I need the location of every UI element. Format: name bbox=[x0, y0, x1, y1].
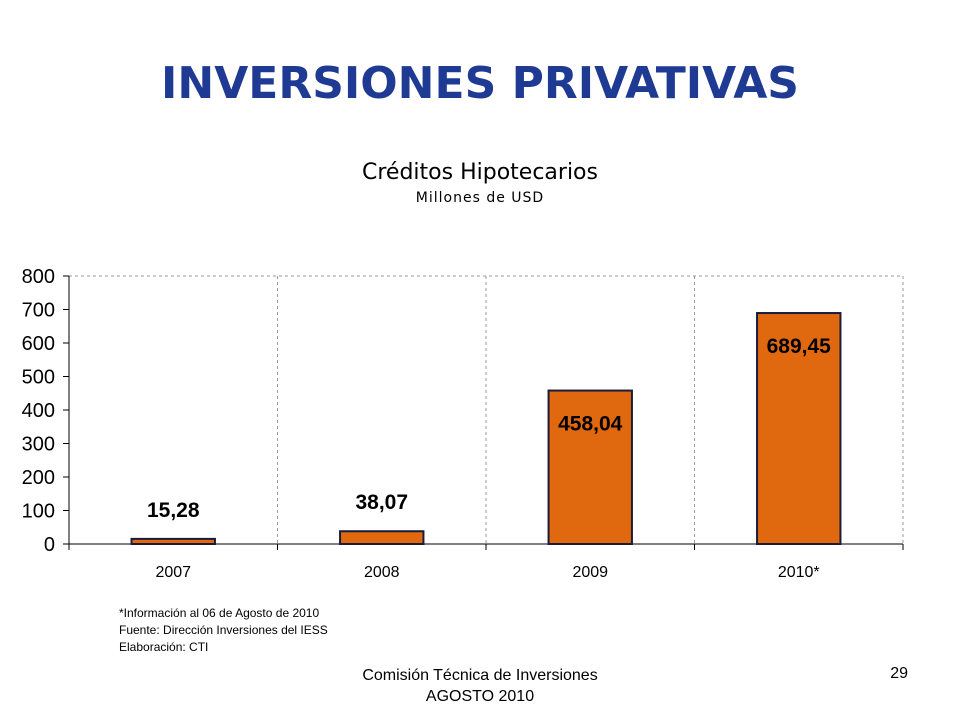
y-tick-label: 100 bbox=[22, 501, 55, 523]
footer-text: Comisión Técnica de Inversiones AGOSTO 2… bbox=[300, 665, 660, 707]
bar-chart: 0 100 200 300 400 500 600 700 800 15,28 2007 38,07 2… bbox=[22, 266, 904, 581]
note-info-date: *Información al 06 de Agosto de 2010 bbox=[119, 606, 320, 620]
y-tick-label: 700 bbox=[22, 300, 55, 322]
y-tick-label: 800 bbox=[22, 266, 55, 288]
footer-line-2: AGOSTO 2010 bbox=[425, 688, 535, 705]
data-label: 689,45 bbox=[767, 335, 832, 358]
slide-title: INVERSIONES PRIVATIVAS bbox=[161, 58, 799, 109]
chart-title: Créditos Hipotecarios bbox=[362, 160, 598, 185]
bar bbox=[339, 530, 425, 545]
bar bbox=[130, 537, 216, 546]
y-tick-label: 0 bbox=[44, 534, 55, 556]
page-number: 29 bbox=[890, 665, 908, 682]
x-tick-label: 2007 bbox=[155, 564, 191, 581]
y-tick-label: 400 bbox=[22, 400, 55, 422]
note-elaboration: Elaboración: CTI bbox=[119, 640, 209, 654]
bar bbox=[756, 312, 842, 545]
data-label: 458,04 bbox=[558, 413, 623, 436]
y-tick-label: 300 bbox=[22, 434, 55, 456]
y-tick-label: 600 bbox=[22, 333, 55, 355]
x-tick-label: 2010* bbox=[778, 564, 820, 581]
data-label: 15,28 bbox=[147, 499, 200, 522]
x-tick-label: 2009 bbox=[572, 564, 608, 581]
y-tick-label: 500 bbox=[22, 367, 55, 389]
chart-subtitle: Millones de USD bbox=[415, 190, 545, 206]
x-tick-label: 2008 bbox=[364, 564, 400, 581]
y-tick-label: 200 bbox=[22, 467, 55, 489]
data-label: 38,07 bbox=[355, 491, 408, 514]
note-source: Fuente: Dirección Inversiones del IESS bbox=[119, 623, 328, 637]
footer-line-1: Comisión Técnica de Inversiones bbox=[362, 667, 598, 684]
chart-notes: *Información al 06 de Agosto de 2010 Fue… bbox=[119, 605, 328, 656]
bar bbox=[547, 389, 633, 546]
